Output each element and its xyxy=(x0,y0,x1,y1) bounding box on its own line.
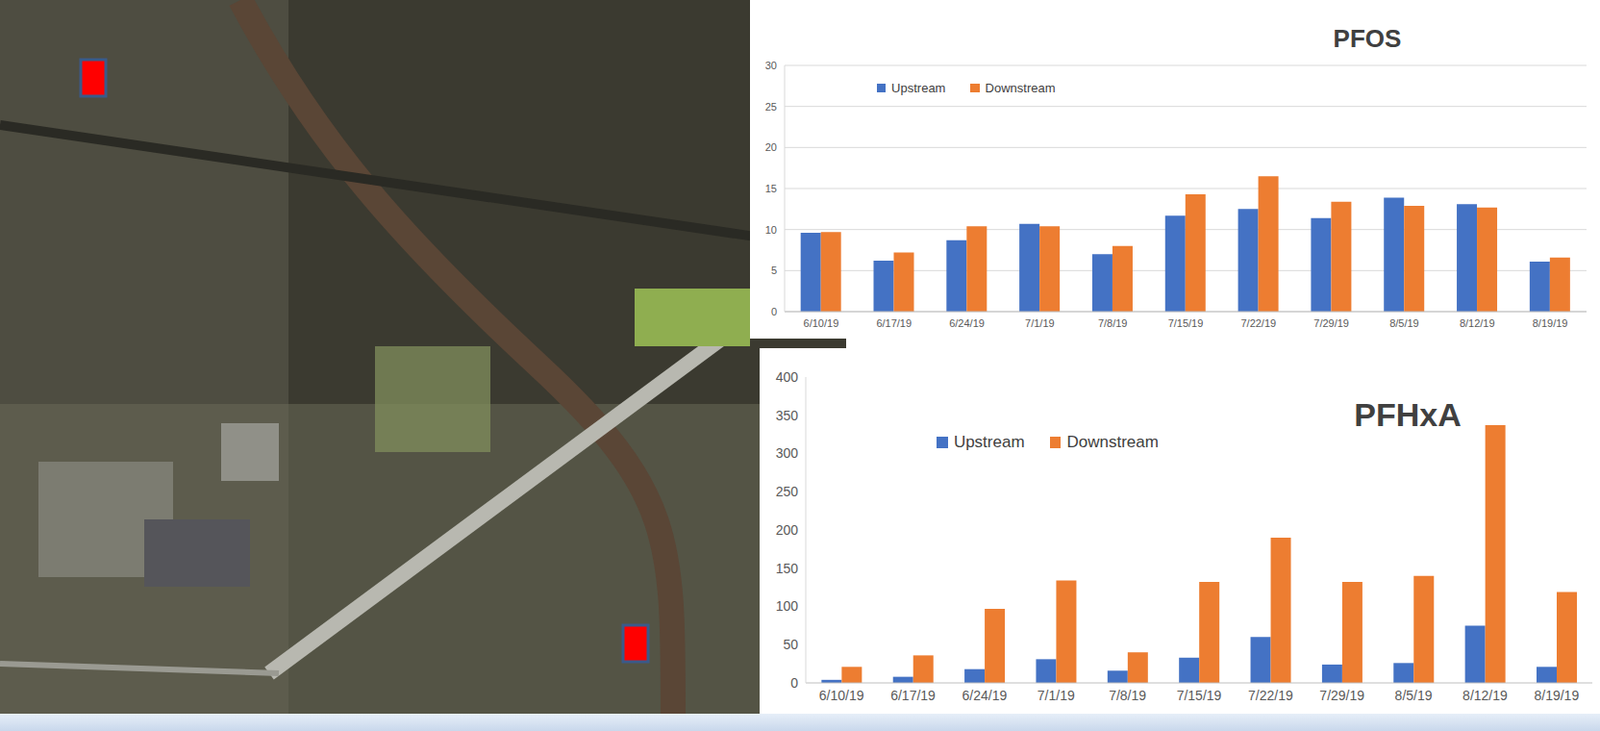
html-text:Upstream: Upstream xyxy=(953,432,1025,451)
svg-text:6/24/19: 6/24/19 xyxy=(949,317,985,329)
svg-text:150: 150 xyxy=(775,560,800,576)
svg-text:6/24/19: 6/24/19 xyxy=(962,687,1008,703)
html-text:PFOS: PFOS xyxy=(1333,24,1402,53)
svg-text:8/19/19: 8/19/19 xyxy=(1532,317,1569,329)
svg-text:7/22/19: 7/22/19 xyxy=(1248,687,1294,703)
svg-text:7/22/19: 7/22/19 xyxy=(1240,317,1276,329)
html-text:Upstream: Upstream xyxy=(891,80,946,96)
svg-text:8/5/19: 8/5/19 xyxy=(1395,687,1433,703)
svg-text:25: 25 xyxy=(765,100,777,113)
svg-text:0: 0 xyxy=(771,305,777,318)
svg-text:10: 10 xyxy=(765,224,777,236)
svg-text:6/10/19: 6/10/19 xyxy=(803,317,840,329)
html-text:Downstream: Downstream xyxy=(1066,432,1159,451)
svg-text:50: 50 xyxy=(782,636,799,652)
html-text:Downstream: Downstream xyxy=(985,80,1056,96)
svg-text:20: 20 xyxy=(765,141,777,153)
svg-text:8/12/19: 8/12/19 xyxy=(1462,687,1508,703)
svg-text:5: 5 xyxy=(771,264,777,276)
svg-text:8/5/19: 8/5/19 xyxy=(1389,317,1420,329)
svg-text:6/10/19: 6/10/19 xyxy=(819,687,865,703)
svg-text:350: 350 xyxy=(775,407,800,424)
svg-text:7/15/19: 7/15/19 xyxy=(1176,687,1223,703)
svg-text:7/15/19: 7/15/19 xyxy=(1168,317,1204,329)
svg-text:6/17/19: 6/17/19 xyxy=(875,317,912,329)
svg-text:8/12/19: 8/12/19 xyxy=(1459,317,1496,329)
svg-text:400: 400 xyxy=(775,369,800,385)
svg-text:200: 200 xyxy=(775,522,800,538)
svg-text:8/19/19: 8/19/19 xyxy=(1533,687,1579,703)
svg-text:30: 30 xyxy=(765,59,777,72)
svg-text:7/1/19: 7/1/19 xyxy=(1037,687,1075,703)
svg-text:250: 250 xyxy=(775,483,800,500)
svg-text:6/17/19: 6/17/19 xyxy=(890,687,936,703)
svg-text:7/1/19: 7/1/19 xyxy=(1025,317,1055,329)
svg-text:100: 100 xyxy=(775,598,800,614)
svg-text:7/29/19: 7/29/19 xyxy=(1313,317,1350,329)
svg-text:7/8/19: 7/8/19 xyxy=(1108,687,1147,703)
svg-text:7/8/19: 7/8/19 xyxy=(1098,317,1128,329)
html-text:PFHxA: PFHxA xyxy=(1354,396,1462,433)
svg-text:15: 15 xyxy=(765,182,777,195)
svg-text:0: 0 xyxy=(790,675,799,691)
svg-text:7/29/19: 7/29/19 xyxy=(1319,687,1365,703)
svg-text:300: 300 xyxy=(775,445,800,461)
